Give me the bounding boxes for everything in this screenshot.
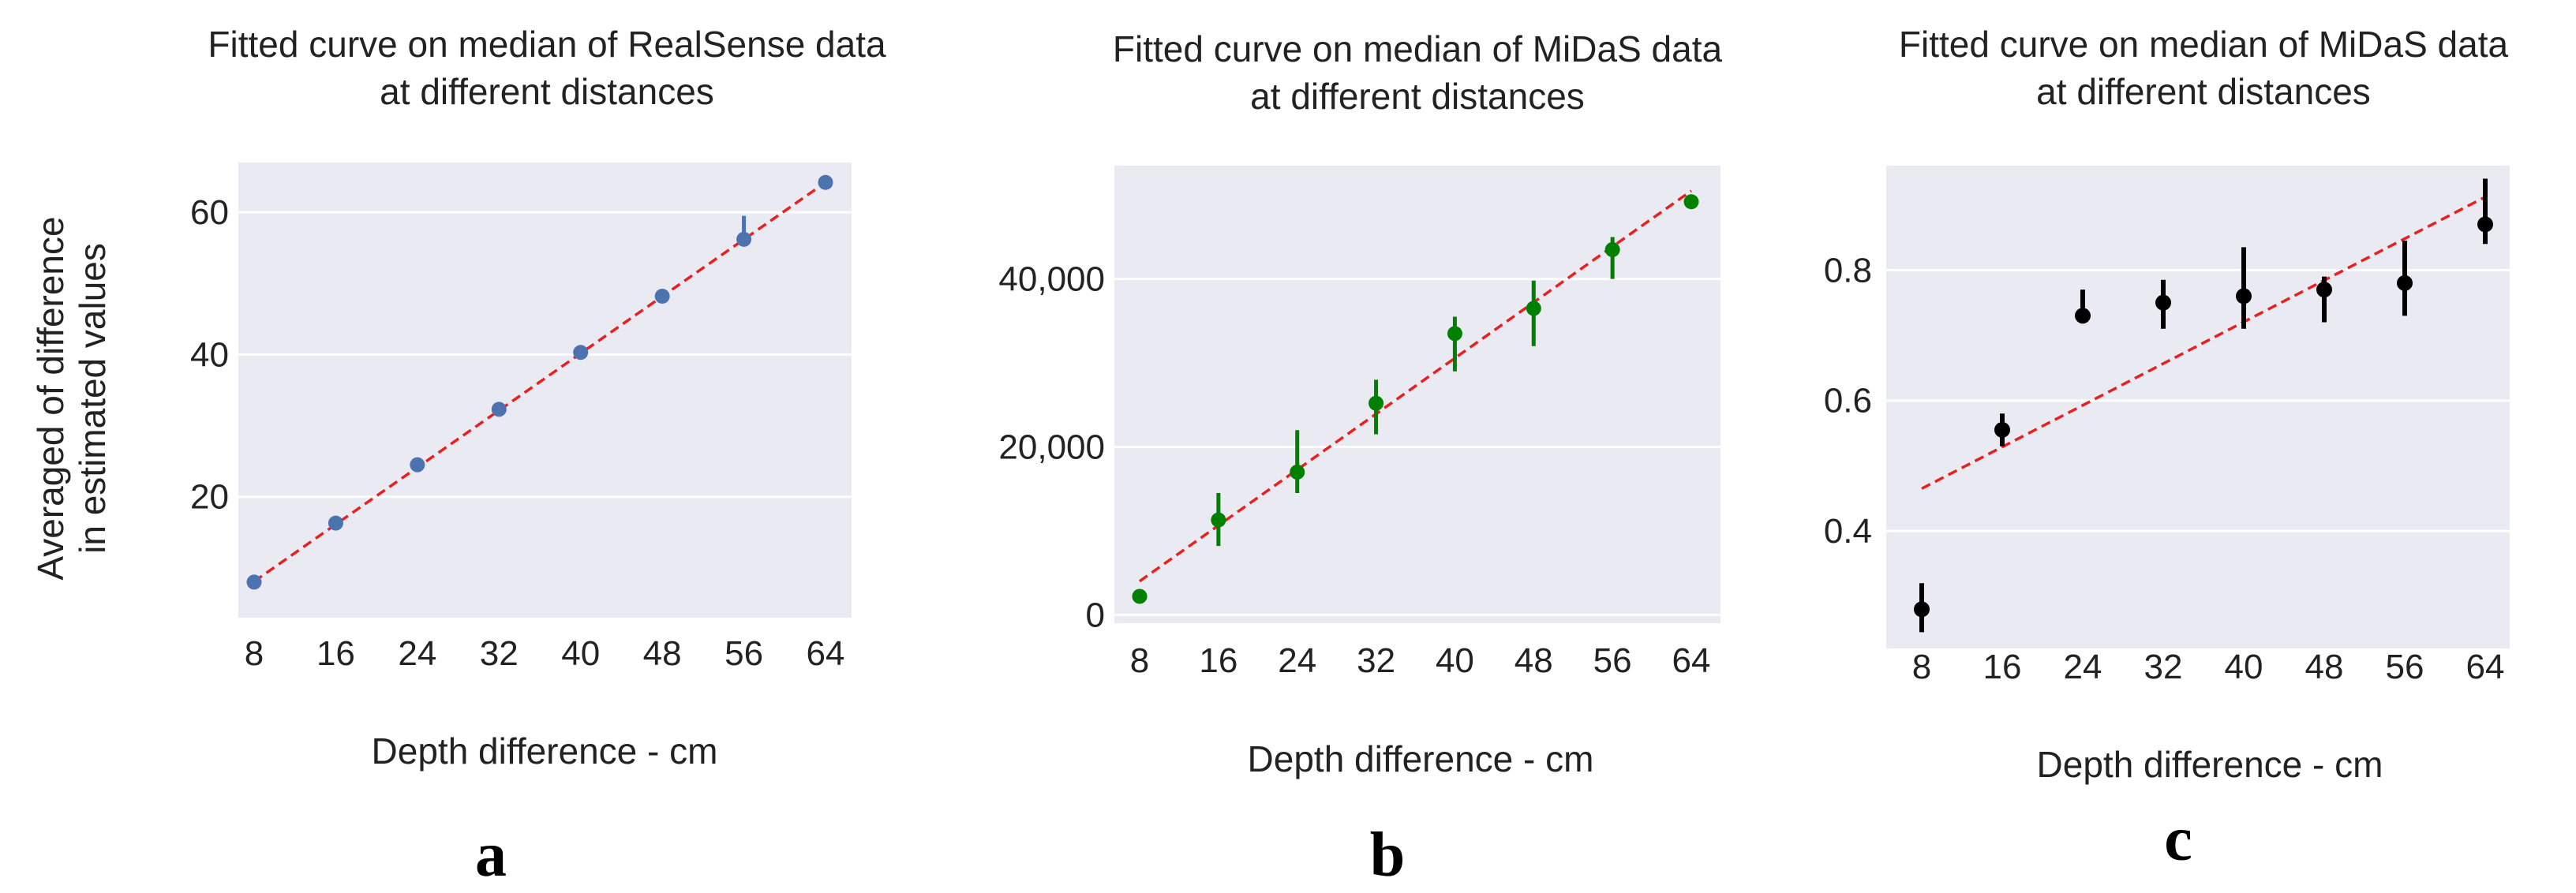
panel-b-data-point: [1526, 301, 1541, 316]
panel-a-x-label: Depth difference - cm: [372, 730, 718, 772]
panel-c-data-point: [2316, 282, 2332, 298]
panel-a-y-tick-label: 40: [190, 335, 229, 374]
panel-b-y-tick-label: 20,000: [998, 428, 1105, 467]
panel-b-x-tick-label: 64: [1672, 641, 1711, 680]
panel-a-x-tick-label: 32: [480, 634, 519, 673]
panel-c-data-point: [2236, 288, 2252, 305]
panel-a-title-line-1: Fitted curve on median of RealSense data: [208, 24, 886, 65]
panel-a-title-line-2: at different distances: [380, 71, 714, 112]
panel-a-x-tick-label: 40: [561, 634, 600, 673]
panel-b-x-tick-label: 8: [1130, 641, 1149, 680]
panel-a-data-point: [818, 174, 833, 190]
panel-a-x-tick-label: 56: [724, 634, 763, 673]
panel-b-data-point: [1683, 194, 1699, 210]
panel-c-x-tick-label: 24: [2064, 648, 2102, 686]
panel-b-x-ticks: 8 16 24 32 40 48 56 64: [1130, 641, 1711, 680]
panel-b-data-point: [1211, 512, 1226, 528]
panel-b-letter: b: [1370, 820, 1406, 890]
panel-a-letter: a: [475, 820, 507, 890]
panel-c-title-line-1: Fitted curve on median of MiDaS data: [1899, 24, 2509, 65]
panel-c-fit-line: [1921, 196, 2486, 490]
panel-c-letter: c: [2164, 805, 2192, 874]
panel-a-x-tick-label: 64: [807, 634, 845, 673]
panel-a-y-label-line-1: Averaged of difference: [30, 216, 71, 580]
panel-a-data-point: [410, 457, 425, 473]
panel-c-data-point: [2477, 216, 2493, 233]
panel-b-x-tick-label: 16: [1199, 641, 1237, 680]
panel-c: Fitted curve on median of MiDaS data at …: [1785, 8, 2571, 789]
panel-b-data-point: [1368, 395, 1384, 411]
panel-b-x-tick-label: 24: [1278, 641, 1316, 680]
panel-c-x-tick-label: 48: [2305, 648, 2344, 686]
panel-a-y-tick-label: 20: [190, 478, 229, 517]
panel-a-data-point: [328, 515, 343, 531]
panel-a-x-ticks: 8 16 24 32 40 48 56 64: [245, 634, 845, 673]
panel-a-x-tick-label: 48: [643, 634, 682, 673]
panel-b-data-point: [1132, 588, 1148, 604]
panel-a-plot-area: [238, 163, 852, 618]
panel-b-x-tick-label: 48: [1515, 641, 1553, 680]
panel-b-data-point: [1447, 326, 1462, 342]
panel-c-x-tick-label: 40: [2225, 648, 2263, 686]
panel-c-x-tick-label: 64: [2466, 648, 2505, 686]
panel-a-data-point: [654, 288, 670, 304]
panel-a-fit-line: [253, 181, 827, 583]
panel-a-x-tick-label: 8: [245, 634, 264, 673]
panel-b-y-tick-label: 40,000: [998, 260, 1105, 299]
panel-c-data-point: [1914, 601, 1930, 618]
panel-b-title-line-2: at different distances: [1250, 76, 1585, 117]
panel-b-gridlines: [1114, 278, 1720, 616]
panel-b-title-line-1: Fitted curve on median of MiDaS data: [1113, 28, 1723, 69]
panel-b-y-ticks: 0 20,000 40,000: [998, 260, 1105, 635]
panel-c-x-tick-label: 56: [2386, 648, 2424, 686]
panel-c-data-point: [2397, 275, 2413, 291]
panel-b-data-points: [1132, 194, 1699, 604]
panel-b-data-point: [1290, 464, 1305, 480]
panel-b-x-tick-label: 32: [1357, 641, 1395, 680]
panel-c-data-point: [2075, 308, 2091, 324]
panel-a-x-tick-label: 24: [398, 634, 436, 673]
panel-b: Fitted curve on median of MiDaS data at …: [955, 8, 1782, 789]
panel-b-data-point: [1604, 241, 1620, 257]
panel-a-x-tick-label: 16: [316, 634, 355, 673]
panel-a-data-point: [246, 574, 262, 590]
panel-c-x-ticks: 8 16 24 32 40 48 56 64: [1912, 648, 2505, 686]
panel-b-x-tick-label: 56: [1593, 641, 1632, 680]
panel-a-data-points: [246, 174, 833, 590]
panel-a-gridlines: [238, 211, 852, 499]
panel-c-y-ticks: 0.4 0.6 0.8: [1824, 251, 1872, 551]
panel-c-plot-area: [1886, 166, 2510, 648]
panel-a-y-tick-label: 60: [190, 193, 229, 232]
panel-c-y-tick-label: 0.6: [1824, 382, 1872, 420]
panel-b-x-label: Depth difference - cm: [1248, 738, 1594, 779]
panel-a-y-label-line-2: in estimated values: [72, 243, 113, 554]
panel-c-x-label: Depth difference - cm: [2037, 744, 2383, 785]
panel-c-y-tick-label: 0.8: [1824, 251, 1872, 290]
panel-b-fit-line: [1138, 189, 1693, 583]
panel-c-data-points: [1914, 216, 2493, 618]
panel-c-x-tick-label: 8: [1912, 648, 1931, 686]
panel-c-data-point: [2155, 294, 2171, 311]
panel-b-y-tick-label: 0: [1086, 596, 1105, 634]
panel-c-title-line-2: at different distances: [2036, 71, 2371, 112]
panel-a-data-point: [491, 402, 507, 417]
panel-c-x-tick-label: 16: [1983, 648, 2022, 686]
panel-a: Fitted curve on median of RealSense data…: [8, 8, 952, 789]
panel-b-x-tick-label: 40: [1436, 641, 1474, 680]
panel-c-x-tick-label: 32: [2144, 648, 2183, 686]
panel-a-y-ticks: 20 40 60: [190, 193, 229, 517]
panel-c-y-tick-label: 0.4: [1824, 512, 1872, 551]
panel-a-data-point: [573, 345, 589, 361]
panel-c-data-point: [1994, 421, 2010, 438]
panel-a-data-point: [736, 231, 752, 247]
